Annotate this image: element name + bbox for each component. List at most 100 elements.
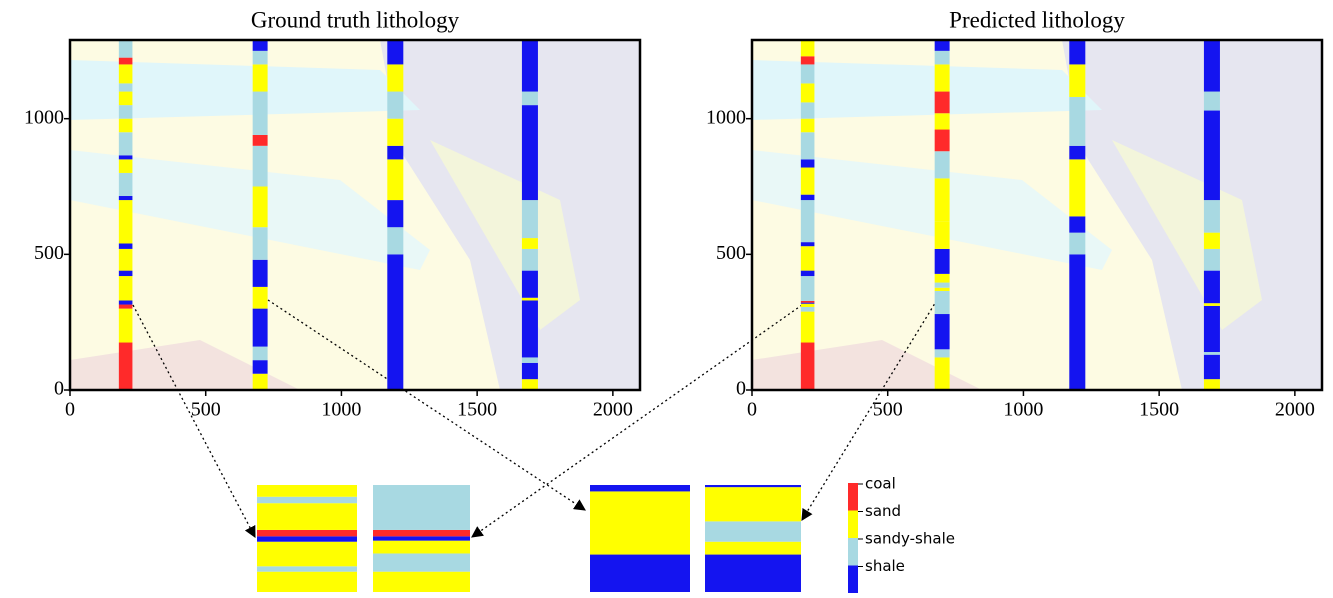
- zoom-segment: [705, 485, 801, 488]
- zoom-segment: [590, 485, 690, 492]
- lithology-segment: [521, 300, 538, 358]
- lithology-segment: [252, 360, 268, 374]
- x-tick-label: 500: [873, 399, 903, 421]
- lithology-segment: [521, 357, 538, 363]
- lithology-segment: [934, 273, 950, 283]
- lithology-segment: [118, 304, 133, 309]
- y-tick-label: 0: [736, 378, 746, 400]
- lithology-segment: [118, 40, 133, 58]
- zoom-segment: [257, 529, 357, 537]
- lithology-segment: [934, 290, 950, 315]
- lithology-segment: [521, 238, 538, 249]
- lithology-segment: [800, 311, 815, 343]
- lithology-segment: [118, 132, 133, 156]
- legend-swatch: [848, 565, 858, 593]
- x-tick-label: 2000: [1275, 399, 1315, 421]
- lithology-segment: [521, 379, 538, 390]
- zoom-segment: [257, 571, 357, 592]
- plot-frame: [750, 38, 1324, 392]
- x-tick-label: 1500: [1139, 399, 1179, 421]
- lithology-segment: [252, 259, 268, 287]
- y-tick-label: 500: [34, 242, 64, 264]
- zoom-segment: [590, 491, 690, 555]
- lithology-segment: [521, 105, 538, 201]
- legend-swatch: [848, 483, 858, 511]
- lithology-segment: [252, 145, 268, 187]
- lithology-segment: [252, 91, 268, 135]
- lithology-segment: [800, 270, 815, 277]
- lithology-segment: [118, 91, 133, 106]
- lithology-segment: [387, 200, 404, 228]
- chart-title: Predicted lithology: [949, 7, 1125, 32]
- lithology-segment: [800, 342, 815, 390]
- lithology-segment: [118, 276, 133, 301]
- lithology-segment: [118, 300, 133, 305]
- lithology-segment: [800, 118, 815, 133]
- lithology-segment: [800, 102, 815, 119]
- lithology-segment: [934, 113, 950, 130]
- lithology-segment: [252, 40, 268, 51]
- lithology-segment: [521, 91, 538, 106]
- lithology-segment: [1203, 270, 1220, 304]
- zoom-segment: [257, 566, 357, 572]
- lithology-segment: [1203, 232, 1220, 249]
- lithology-segment: [521, 248, 538, 271]
- y-tick-label: 1000: [706, 106, 746, 128]
- lithology-segment: [118, 172, 133, 197]
- wells: [800, 40, 1220, 390]
- lithology-segment: [118, 83, 133, 92]
- lithology-segment: [1203, 110, 1220, 201]
- zoom-segment: [705, 487, 801, 522]
- lithology-segment: [252, 227, 268, 260]
- lithology-segment: [800, 83, 815, 103]
- chart-title: Ground truth lithology: [251, 7, 460, 32]
- lithology-segment: [934, 314, 950, 350]
- lithology-segment: [1203, 303, 1220, 306]
- lithology-segment: [1203, 379, 1220, 390]
- lithology-segment: [118, 118, 133, 133]
- lithology-segment: [800, 200, 815, 243]
- lithology-segment: [800, 132, 815, 160]
- lithology-segment: [387, 254, 404, 390]
- lithology-segment: [800, 64, 815, 84]
- lithology-segment: [934, 282, 950, 288]
- wells: [118, 40, 538, 390]
- lithology-segment: [1069, 254, 1086, 390]
- zoom-segment: [373, 553, 470, 572]
- lithology-segment: [252, 64, 268, 92]
- lithology-segment: [1069, 216, 1086, 233]
- lithology-segment: [934, 221, 950, 249]
- lithology-segment: [800, 167, 815, 195]
- lithology-segment: [252, 134, 268, 146]
- zoom-segment: [257, 485, 357, 497]
- lithology-segment: [934, 287, 950, 291]
- lithology-segment: [800, 301, 815, 303]
- lithology-segment: [118, 196, 133, 201]
- lithology-segment: [800, 56, 815, 65]
- lithology-segment: [387, 145, 404, 160]
- lithology-segment: [521, 200, 538, 239]
- x-tick-label: 0: [747, 399, 757, 421]
- lithology-segment: [800, 246, 815, 271]
- model-background: [70, 40, 640, 390]
- lithology-segment: [800, 40, 815, 57]
- x-tick-label: 1000: [1003, 399, 1043, 421]
- lithology-segment: [1069, 40, 1086, 65]
- lithology-segment: [1069, 159, 1086, 217]
- lithology-segment: [1203, 200, 1220, 233]
- lithology-segment: [521, 40, 538, 92]
- x-tick-label: 1000: [321, 399, 361, 421]
- zoom-segment: [705, 541, 801, 555]
- legend-label: shale: [865, 557, 905, 575]
- lithology-segment: [118, 243, 133, 249]
- lithology-segment: [934, 248, 950, 274]
- x-tick-label: 2000: [593, 399, 633, 421]
- lithology-segment: [118, 57, 133, 65]
- y-tick-label: 0: [54, 378, 64, 400]
- lithology-segment: [800, 242, 815, 247]
- lithology-segment: [934, 349, 950, 358]
- zoom-segment: [373, 485, 470, 530]
- lithology-segment: [800, 302, 815, 304]
- y-tick-label: 1000: [24, 106, 64, 128]
- zoom-segment: [373, 540, 470, 554]
